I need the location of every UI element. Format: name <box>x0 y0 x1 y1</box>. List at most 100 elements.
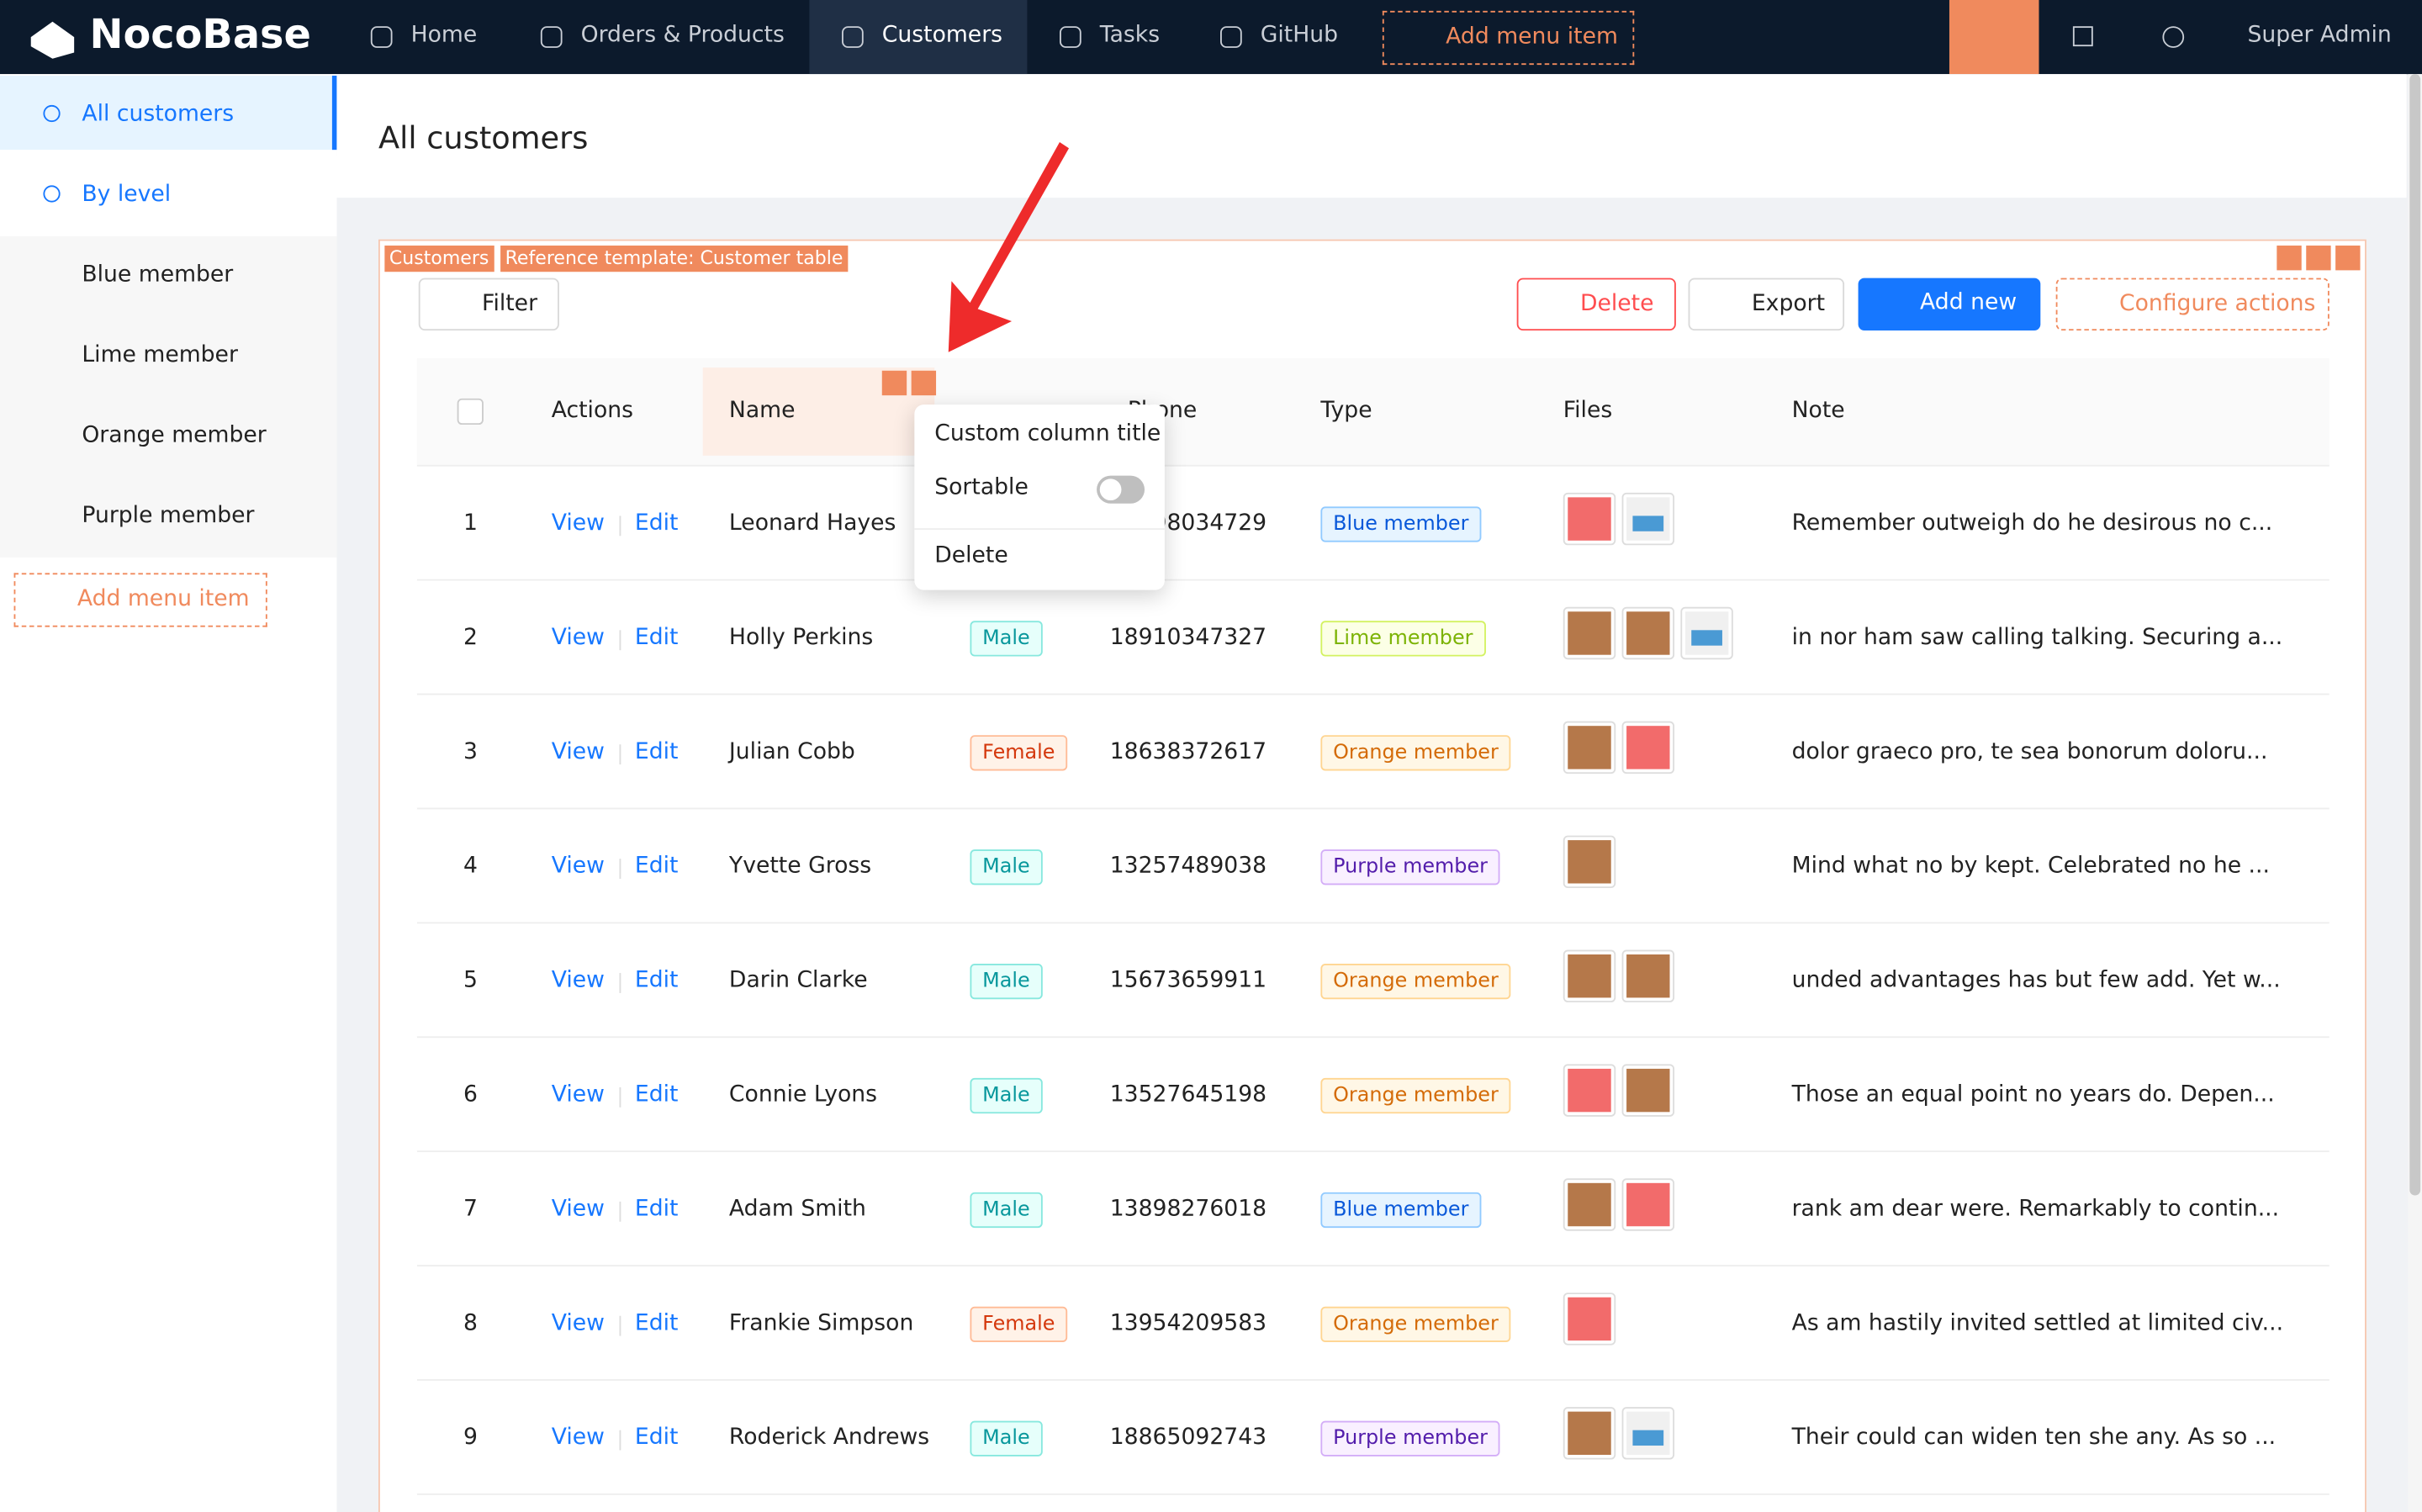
menu-item[interactable]: Orders & Products <box>580 23 785 48</box>
sidebar-item[interactable]: Blue member <box>0 235 337 317</box>
popup-item[interactable]: Custom column title <box>934 421 1161 447</box>
edit-link[interactable]: Edit <box>634 1197 679 1222</box>
column-header[interactable]: Actions <box>551 398 634 424</box>
add-new-button[interactable]: Add new <box>1858 278 2041 331</box>
menu-icon <box>842 26 864 48</box>
file-thumbnail[interactable] <box>1563 1178 1616 1231</box>
delete-button[interactable]: Delete <box>1516 278 1676 331</box>
menu-item[interactable]: Tasks <box>1099 23 1161 48</box>
sidebar-item[interactable]: By level <box>0 156 337 236</box>
file-thumbnail[interactable] <box>1680 606 1733 660</box>
tag: Orange member <box>1320 964 1511 1000</box>
edit-link[interactable]: Edit <box>634 510 679 537</box>
file-thumbnail[interactable] <box>1621 721 1675 775</box>
menu-item[interactable]: Customers <box>881 23 1003 48</box>
file-thumbnail[interactable] <box>1563 835 1616 889</box>
table-row <box>416 581 2329 695</box>
view-link[interactable]: View <box>551 1425 605 1451</box>
view-link[interactable]: View <box>551 625 605 651</box>
popup-item[interactable]: Sortable <box>934 475 1029 501</box>
row-number: 8 <box>463 1311 478 1336</box>
column-toolbar-icon[interactable] <box>881 370 907 396</box>
file-thumbnail[interactable] <box>1563 1293 1616 1345</box>
tag: Orange member <box>1320 735 1511 771</box>
user-name[interactable]: Super Admin <box>2247 23 2392 48</box>
file-icon <box>1626 1182 1670 1227</box>
sidebar-item[interactable]: Lime member <box>0 316 337 397</box>
edit-link[interactable]: Edit <box>634 739 679 765</box>
file-thumbnail[interactable] <box>1563 1407 1616 1460</box>
file-thumbnail[interactable] <box>1621 1178 1675 1231</box>
view-link[interactable]: View <box>551 1197 605 1222</box>
popup-item[interactable]: Delete <box>934 543 1008 568</box>
filter-button[interactable]: Filter <box>418 278 559 331</box>
column-header[interactable]: Name <box>728 398 796 424</box>
doc-badge <box>1691 630 1722 646</box>
link-divider <box>619 1201 621 1222</box>
sortable-switch[interactable] <box>1097 475 1145 504</box>
edit-link[interactable]: Edit <box>634 1082 679 1108</box>
column-header[interactable]: Files <box>1563 398 1613 424</box>
configure-actions-button-label: Configure actions <box>2118 292 2316 317</box>
column-settings-popup: Custom column title Sortable Delete <box>914 404 1165 590</box>
settings-icon[interactable] <box>2162 26 2185 48</box>
note: dolor graeco pro, te sea bonorum doloru.… <box>1791 739 2268 765</box>
tag: Male <box>970 1077 1043 1114</box>
column-toolbar-icon[interactable] <box>911 370 937 396</box>
edit-link[interactable]: Edit <box>634 1425 679 1451</box>
block-toolbar-icon[interactable] <box>2335 246 2361 271</box>
add-menu-button[interactable]: Add menu item <box>1382 10 1635 66</box>
view-link[interactable]: View <box>551 1311 605 1336</box>
tag: Male <box>970 1420 1043 1456</box>
view-link[interactable]: View <box>551 968 605 993</box>
ui-editor-toggle[interactable] <box>1949 0 2039 75</box>
phone: 13257489038 <box>1109 854 1267 880</box>
sidebar-add-menu[interactable]: Add menu item <box>13 573 267 627</box>
header-checkbox[interactable] <box>457 398 484 426</box>
note: As am hastily invited settled at limited… <box>1791 1311 2284 1336</box>
logo-icon <box>30 21 75 59</box>
block-toolbar-icon[interactable] <box>2306 246 2331 271</box>
column-header[interactable]: Type <box>1320 398 1372 424</box>
sidebar-item[interactable]: Purple member <box>0 477 337 558</box>
sidebar-item[interactable]: Orange member <box>0 396 337 478</box>
file-thumbnail[interactable] <box>1621 1064 1675 1117</box>
edit-link[interactable]: Edit <box>634 968 679 993</box>
block-tag: Reference template: Customer table <box>500 246 848 272</box>
configure-actions-button[interactable]: Configure actions <box>2055 278 2329 331</box>
phone: 18865092743 <box>1109 1425 1267 1451</box>
file-thumbnail[interactable] <box>1621 606 1675 660</box>
link-divider <box>619 744 621 765</box>
scroll-thumb[interactable] <box>2409 74 2421 1196</box>
edit-link[interactable]: Edit <box>634 1311 679 1336</box>
menu-item[interactable]: GitHub <box>1260 23 1339 48</box>
popup-divider <box>914 528 1165 530</box>
file-icon <box>1568 1182 1611 1227</box>
export-button[interactable]: Export <box>1688 278 1845 331</box>
column-header[interactable]: Note <box>1791 398 1845 424</box>
view-link[interactable]: View <box>551 854 605 880</box>
tag: Male <box>970 964 1043 1000</box>
file-thumbnail[interactable] <box>1621 949 1675 1002</box>
view-link[interactable]: View <box>551 739 605 765</box>
view-link[interactable]: View <box>551 1082 605 1108</box>
tag: Male <box>970 849 1043 886</box>
link-divider <box>619 973 621 993</box>
view-link[interactable]: View <box>551 510 605 537</box>
file-thumbnail[interactable] <box>1563 949 1616 1002</box>
file-thumbnail[interactable] <box>1563 1064 1616 1117</box>
menu-item[interactable]: Home <box>410 23 478 48</box>
blocks-icon[interactable] <box>2072 26 2093 47</box>
sidebar-item[interactable]: All customers <box>0 75 337 151</box>
file-thumbnail[interactable] <box>1563 492 1616 546</box>
customer-name: Yvette Gross <box>728 854 872 880</box>
file-thumbnail[interactable] <box>1621 492 1675 546</box>
table-row <box>416 923 2329 1039</box>
block-toolbar-icon[interactable] <box>2277 246 2302 271</box>
file-thumbnail[interactable] <box>1563 606 1616 660</box>
tag: Purple member <box>1320 1420 1500 1456</box>
file-thumbnail[interactable] <box>1621 1407 1675 1460</box>
file-thumbnail[interactable] <box>1563 721 1616 775</box>
edit-link[interactable]: Edit <box>634 625 679 651</box>
edit-link[interactable]: Edit <box>634 854 679 880</box>
